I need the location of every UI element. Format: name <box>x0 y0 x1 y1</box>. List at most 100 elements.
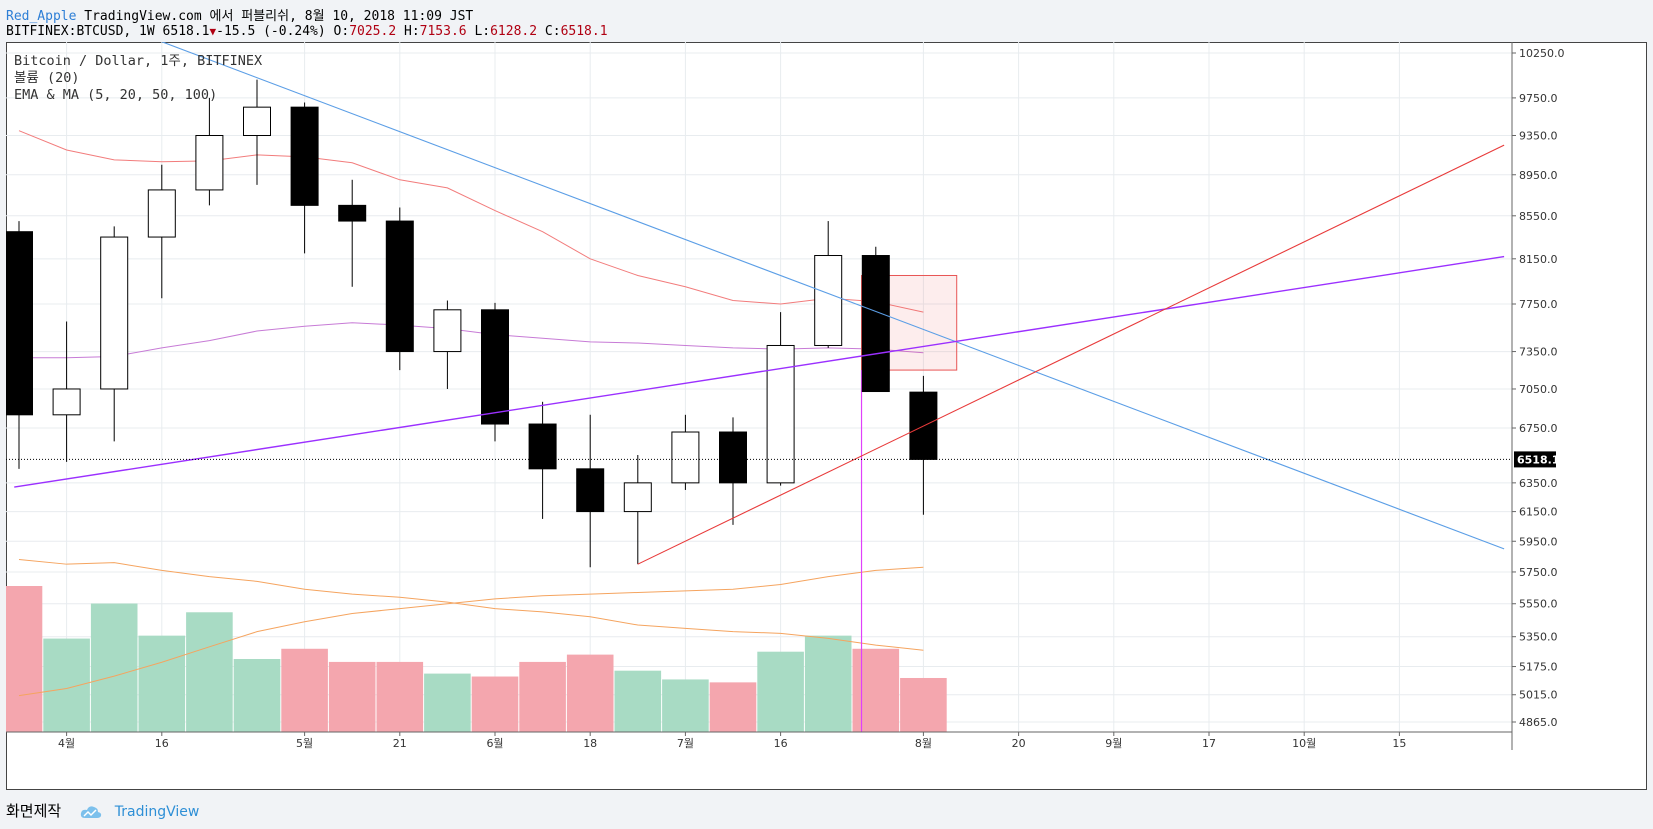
blue-resistance-trendline <box>160 42 1505 550</box>
candle-bear <box>861 255 890 393</box>
candle-bull <box>195 135 224 191</box>
y-tick-label: 8150.0 <box>1519 253 1558 266</box>
volume-bar <box>424 673 471 732</box>
candle-bear <box>528 423 557 470</box>
volume-bar <box>709 682 757 732</box>
x-tick-label: 8월 <box>915 737 932 750</box>
y-tick-label: 9750.0 <box>1519 92 1558 105</box>
y-tick-label: 7350.0 <box>1519 346 1558 359</box>
y-tick-label: 9350.0 <box>1519 130 1558 143</box>
candle-bull <box>100 236 129 390</box>
volume-bar <box>757 651 804 732</box>
last-price: 6518.1 <box>162 24 210 39</box>
legend-ema-ma: EMA & MA (5, 20, 50, 100) <box>14 87 218 103</box>
red-support-trendline <box>637 144 1505 565</box>
plot-area <box>6 42 1512 732</box>
footer: 화면제작 TradingView <box>6 800 199 821</box>
candle-bull <box>766 344 795 484</box>
y-tick-label: 8950.0 <box>1519 169 1558 182</box>
candle-bull <box>147 189 176 238</box>
high-label: H: <box>404 24 420 39</box>
x-tick-label: 16 <box>774 737 788 750</box>
low-label: L: <box>474 24 491 39</box>
y-tick-label: 5015.0 <box>1519 689 1558 702</box>
volume-bar <box>471 676 519 732</box>
candle-bull <box>671 431 700 484</box>
ma-red-line <box>18 130 924 313</box>
volume-bar <box>281 648 328 732</box>
x-tick-label: 15 <box>1392 737 1406 750</box>
ma-line-orange <box>18 566 924 697</box>
candle-bull <box>243 106 271 137</box>
volume-bar <box>90 603 138 732</box>
x-tick-label: 10월 <box>1292 737 1316 750</box>
open-label: O: <box>333 24 350 39</box>
candle-bull <box>433 309 462 353</box>
volume-bar <box>233 659 281 732</box>
close-label: C: <box>544 24 561 39</box>
volume-bar <box>614 670 662 732</box>
tradingview-cloud-icon <box>80 805 102 818</box>
x-tick-label: 20 <box>1012 737 1026 750</box>
volume-bar <box>43 638 90 732</box>
y-tick-label: 5175.0 <box>1519 661 1558 674</box>
purple-support-trendline <box>14 255 1505 488</box>
candle-bear <box>6 231 33 416</box>
symbol-line: BITFINEX:BTCUSD, 1W 6518.1▼-15.5 (-0.24%… <box>6 24 608 39</box>
publish-info: TradingView.com 에서 퍼블리쉬, 8월 10, 2018 11:… <box>84 9 474 24</box>
volume-bar <box>900 677 947 732</box>
volume-bar <box>662 679 709 732</box>
y-tick-label: 7750.0 <box>1519 298 1558 311</box>
x-tick-label: 5월 <box>296 737 313 750</box>
publish-line: Red_Apple TradingView.com 에서 퍼블리쉬, 8월 10… <box>6 5 473 24</box>
open-value: 7025.2 <box>349 24 397 39</box>
x-tick-label: 18 <box>583 737 597 750</box>
current-price-badge <box>1514 451 1556 468</box>
y-tick-label: 4865.0 <box>1519 716 1558 729</box>
x-tick-label: 9월 <box>1105 737 1122 750</box>
volume-bar <box>566 654 614 732</box>
volume-bar <box>852 648 900 732</box>
candle-bull <box>623 482 652 513</box>
candle-bear <box>338 204 367 222</box>
x-tick-label: 16 <box>155 737 169 750</box>
volume-bar <box>186 612 233 732</box>
y-tick-label: 6750.0 <box>1519 422 1558 435</box>
y-tick-label: 5950.0 <box>1519 535 1558 548</box>
y-tick-label: 6150.0 <box>1519 506 1558 519</box>
made-with-label: 화면제작 <box>6 802 62 820</box>
y-tick-label: 10250.0 <box>1519 47 1565 60</box>
candle-bull <box>814 255 843 346</box>
close-value: 6518.1 <box>560 24 608 39</box>
price-change: -15.5 (-0.24%) <box>216 24 326 39</box>
candle-bear <box>385 220 414 353</box>
ma-line-orange <box>18 559 924 651</box>
legend-volume: 볼륨 (20) <box>14 70 80 86</box>
high-value: 7153.6 <box>419 24 467 39</box>
current-price-label: 6518.1 <box>1517 453 1559 466</box>
author-name[interactable]: Red_Apple <box>6 9 77 24</box>
volume-bar <box>376 661 424 732</box>
candle-bull <box>52 388 81 416</box>
candle-bear <box>719 431 747 484</box>
volume-bar <box>6 586 43 732</box>
x-tick-label: 4월 <box>58 737 75 750</box>
volume-bar <box>328 661 376 732</box>
volume-bar <box>519 661 566 732</box>
y-tick-label: 7050.0 <box>1519 383 1558 396</box>
x-tick-label: 21 <box>393 737 407 750</box>
volume-bar <box>804 635 852 732</box>
y-tick-label: 5750.0 <box>1519 566 1558 579</box>
down-arrow-icon: ▼ <box>209 25 217 38</box>
y-tick-label: 5550.0 <box>1519 598 1558 611</box>
candle-bear <box>576 468 605 513</box>
y-tick-label: 5350.0 <box>1519 631 1558 644</box>
tradingview-brand[interactable]: TradingView <box>114 804 200 820</box>
low-value: 6128.2 <box>490 24 538 39</box>
symbol-info: BITFINEX:BTCUSD, 1W <box>6 24 155 39</box>
x-tick-label: 6월 <box>486 737 503 750</box>
candle-bear <box>290 106 319 206</box>
y-tick-label: 6350.0 <box>1519 477 1558 490</box>
pane-legend: Bitcoin / Dollar, 1주, BITFINEX 볼륨 (20) E… <box>14 53 262 104</box>
